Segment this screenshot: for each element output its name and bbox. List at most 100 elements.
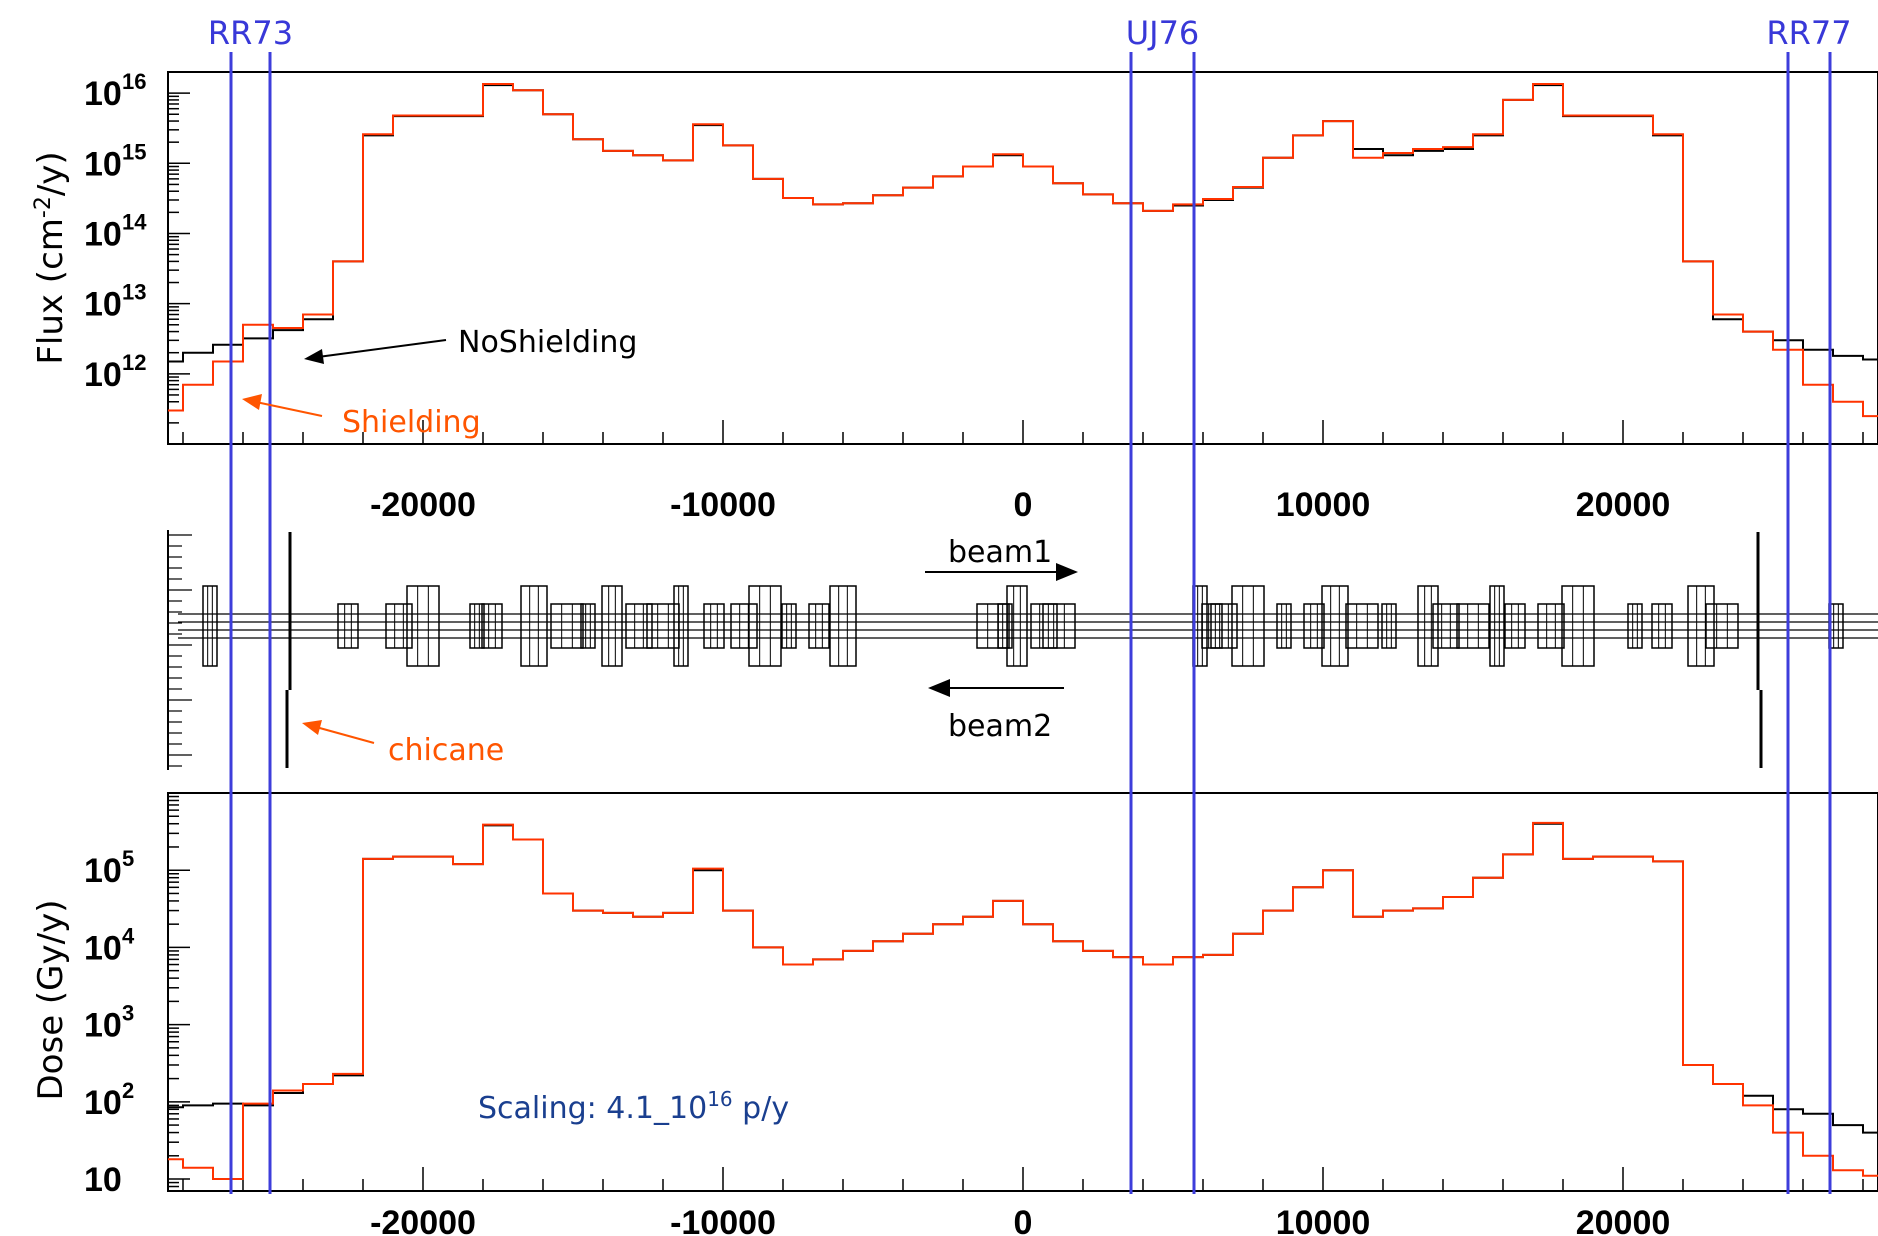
- chicane-label: chicane: [388, 733, 504, 768]
- magnet: [1417, 585, 1439, 667]
- series-no_shielding: [168, 84, 1878, 363]
- magnet: [1705, 603, 1739, 649]
- magnet: [829, 585, 857, 667]
- y-tick-label: 10: [84, 1161, 122, 1199]
- magnet: [385, 603, 413, 649]
- y-tick-exponent: 12: [122, 350, 146, 375]
- dose-plot-frame: [167, 792, 1878, 1192]
- shielding-pointer: [255, 401, 323, 417]
- shielding-arrowhead: [242, 394, 262, 410]
- dose-x-ticks: -20000 -10000 0 10000 20000: [182, 1167, 1864, 1236]
- annotations: NoShielding Shielding chicane Scaling: 4…: [242, 325, 789, 1126]
- y-tick-exponent: 13: [122, 280, 146, 305]
- chicane-arrowhead: [302, 720, 322, 735]
- y-tick-label: 10: [84, 356, 122, 394]
- magnet: [748, 585, 782, 667]
- magnet: [481, 603, 503, 649]
- noshielding-arrowhead: [304, 349, 324, 364]
- flux-axis-title: Flux (cm-2/y): [31, 151, 71, 364]
- beamline-ruler: [168, 534, 192, 767]
- beam2-arrowhead: [928, 679, 950, 697]
- magnet: [730, 603, 758, 649]
- scaling-note: Scaling: 4.1_1016 p/y: [478, 1087, 789, 1126]
- magnet: [625, 603, 653, 649]
- magnet: [1345, 603, 1379, 649]
- magnet: [808, 603, 830, 649]
- magnet: [1030, 603, 1058, 649]
- dose-series: [168, 821, 1878, 1180]
- x-tick-label: 20000: [1576, 1204, 1671, 1236]
- x-tick-label: -10000: [670, 486, 776, 524]
- x-tick-label: 10000: [1276, 1204, 1371, 1236]
- magnet: [1201, 603, 1223, 649]
- flux-x-ticks: -20000 -10000 0 10000 20000: [182, 420, 1864, 524]
- y-tick-label: 10: [84, 852, 122, 890]
- beam1-arrowhead: [1056, 563, 1078, 581]
- shielding-label: Shielding: [342, 405, 481, 440]
- flux-series: [168, 83, 1878, 418]
- magnet: [1504, 603, 1526, 649]
- y-tick-exponent: 2: [122, 1078, 134, 1103]
- flux-plot-frame: [167, 71, 1878, 445]
- series-shielding: [168, 821, 1878, 1180]
- beamline-panel: beam1 beam2: [167, 443, 1878, 794]
- magnet: [406, 585, 440, 667]
- y-tick-label: 10: [84, 929, 122, 967]
- chicane-pointer: [315, 726, 375, 744]
- magnet: [1537, 603, 1565, 649]
- beam2-label: beam2: [948, 709, 1052, 744]
- magnet: [202, 585, 218, 667]
- y-tick-exponent: 14: [122, 209, 147, 234]
- magnet: [997, 603, 1013, 649]
- y-tick-label: 10: [84, 75, 122, 113]
- beam1-label: beam1: [948, 535, 1052, 570]
- magnet: [1489, 585, 1505, 667]
- y-tick-exponent: 5: [122, 846, 134, 871]
- magnet: [1042, 603, 1076, 649]
- magnet: [469, 603, 485, 649]
- x-tick-label: 0: [1014, 486, 1033, 524]
- series-shielding: [168, 83, 1878, 418]
- dose-axis-title: Dose (Gy/y): [31, 900, 71, 1101]
- x-tick-label: 10000: [1276, 486, 1371, 524]
- magnet-elements: [202, 585, 1844, 667]
- magnet: [1231, 585, 1265, 667]
- magnet: [1456, 603, 1490, 649]
- magnet: [1276, 603, 1292, 649]
- magnet: [550, 603, 584, 649]
- magnet: [1210, 603, 1238, 649]
- magnet: [1321, 585, 1349, 667]
- magnet: [580, 603, 596, 649]
- region-markers: RR73 UJ76 RR77: [208, 14, 1852, 1194]
- y-tick-label: 10: [84, 1007, 122, 1045]
- x-tick-label: 0: [1014, 1204, 1033, 1236]
- series-no_shielding: [168, 822, 1878, 1134]
- x-tick-label: 20000: [1576, 486, 1671, 524]
- magnet: [1006, 585, 1028, 667]
- magnet: [976, 603, 1010, 649]
- x-tick-label: -20000: [370, 1204, 476, 1236]
- y-tick-exponent: 16: [122, 69, 146, 94]
- y-tick-label: 10: [84, 215, 122, 253]
- magnet: [520, 585, 548, 667]
- magnet: [673, 585, 689, 667]
- magnet: [601, 585, 623, 667]
- magnet: [781, 603, 797, 649]
- region-label: UJ76: [1126, 14, 1200, 52]
- magnet: [1381, 603, 1397, 649]
- magnet: [1432, 603, 1460, 649]
- y-tick-label: 10: [84, 286, 122, 324]
- magnet: [1687, 585, 1715, 667]
- magnet: [1303, 603, 1325, 649]
- magnet: [1651, 603, 1673, 649]
- magnet: [703, 603, 725, 649]
- y-tick-label: 10: [84, 145, 122, 183]
- magnet: [337, 603, 359, 649]
- y-tick-exponent: 4: [122, 923, 135, 948]
- y-tick-exponent: 3: [122, 1001, 134, 1026]
- noshielding-pointer: [317, 339, 447, 358]
